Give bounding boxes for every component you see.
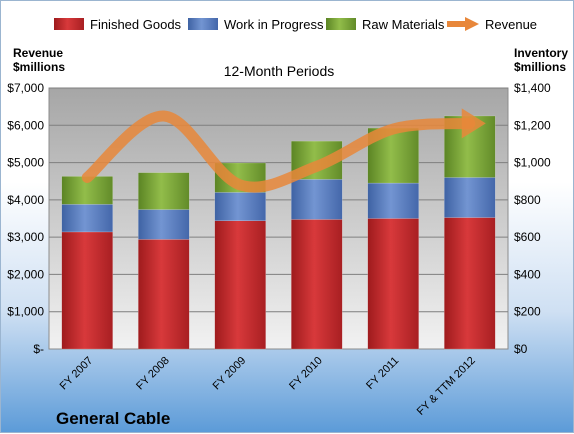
x-tick-label: FY 2010 bbox=[287, 355, 325, 393]
right-axis-ticks: $0 $200 $400 $600 $800 $1,000 $1,200 $1,400 bbox=[514, 81, 551, 356]
left-tick-label: $4,000 bbox=[7, 193, 44, 207]
bar-work-in-progress bbox=[291, 179, 343, 220]
x-tick-label: FY 2007 bbox=[58, 355, 96, 393]
right-axis-title-line2: $millions bbox=[514, 60, 566, 74]
legend-swatch-raw-materials bbox=[326, 18, 356, 30]
bar-finished-goods bbox=[444, 217, 496, 350]
legend-swatch-finished-goods bbox=[54, 18, 84, 30]
legend-swatch-revenue bbox=[447, 17, 479, 31]
left-tick-label: $5,000 bbox=[7, 156, 44, 170]
legend-label-work-in-progress: Work in Progress bbox=[224, 17, 324, 32]
company-name: General Cable bbox=[56, 409, 170, 428]
right-axis-title-line1: Inventory bbox=[514, 46, 568, 60]
right-tick-label: $0 bbox=[514, 342, 528, 356]
right-tick-label: $600 bbox=[514, 230, 541, 244]
right-tick-label: $1,000 bbox=[514, 156, 551, 170]
left-tick-label: $- bbox=[33, 342, 44, 356]
legend: Finished Goods Work in Progress Raw Mate… bbox=[54, 17, 537, 32]
right-tick-label: $1,400 bbox=[514, 81, 551, 95]
right-tick-label: $200 bbox=[514, 305, 541, 319]
bar-raw-materials bbox=[138, 172, 190, 210]
bar-finished-goods bbox=[291, 219, 343, 350]
left-tick-label: $6,000 bbox=[7, 118, 44, 132]
revenue-line-group bbox=[81, 108, 486, 193]
bar-finished-goods bbox=[138, 239, 190, 350]
x-tick-label: FY & TTM 2012 bbox=[415, 355, 478, 418]
x-tick-label: FY 2008 bbox=[134, 355, 172, 393]
left-axis-title-line2: $millions bbox=[13, 60, 65, 74]
right-tick-label: $1,200 bbox=[514, 118, 551, 132]
right-tick-label: $400 bbox=[514, 267, 541, 281]
left-tick-label: $3,000 bbox=[7, 230, 44, 244]
left-tick-label: $7,000 bbox=[7, 81, 44, 95]
bar-work-in-progress bbox=[367, 182, 419, 219]
legend-swatch-work-in-progress bbox=[188, 18, 218, 30]
left-tick-label: $1,000 bbox=[7, 305, 44, 319]
bar-work-in-progress bbox=[444, 177, 496, 218]
bar-raw-materials bbox=[61, 176, 113, 205]
legend-label-finished-goods: Finished Goods bbox=[90, 17, 182, 32]
bar-work-in-progress bbox=[61, 204, 113, 233]
revenue-line bbox=[81, 110, 476, 193]
revenue-arrowhead bbox=[461, 108, 486, 139]
legend-label-raw-materials: Raw Materials bbox=[362, 17, 445, 32]
left-axis-ticks: $- $1,000 $2,000 $3,000 $4,000 $5,000 $6,000 $7… bbox=[7, 81, 44, 356]
bar-work-in-progress bbox=[214, 192, 266, 221]
bars bbox=[61, 115, 496, 350]
bar-finished-goods bbox=[61, 231, 113, 350]
plot-title: 12-Month Periods bbox=[224, 63, 335, 79]
x-tick-label: FY 2009 bbox=[211, 355, 249, 393]
bar-finished-goods bbox=[214, 220, 266, 350]
x-tick-label: FY 2011 bbox=[364, 355, 401, 392]
bar-finished-goods bbox=[367, 218, 419, 350]
bar-work-in-progress bbox=[138, 209, 190, 240]
legend-label-revenue: Revenue bbox=[485, 17, 537, 32]
left-tick-label: $2,000 bbox=[7, 267, 44, 281]
left-axis-title-line1: Revenue bbox=[13, 46, 63, 60]
right-tick-label: $800 bbox=[514, 193, 541, 207]
